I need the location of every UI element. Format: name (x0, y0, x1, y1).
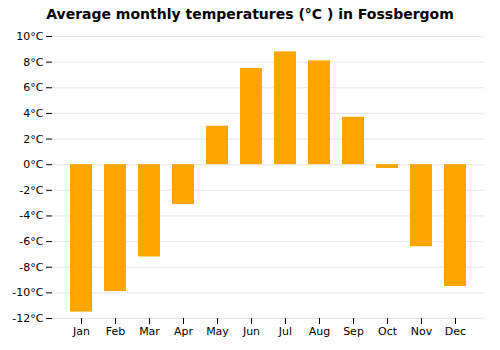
svg-text:-2°C: -2°C (19, 184, 43, 197)
svg-text:4°C: 4°C (23, 107, 43, 120)
svg-text:-10°C: -10°C (12, 286, 43, 299)
svg-text:8°C: 8°C (23, 56, 43, 69)
svg-text:0°C: 0°C (23, 158, 43, 171)
svg-text:Dec: Dec (445, 325, 466, 338)
svg-text:Jan: Jan (72, 325, 90, 338)
svg-text:Jul: Jul (278, 325, 292, 338)
svg-text:-6°C: -6°C (19, 235, 43, 248)
svg-text:-12°C: -12°C (12, 312, 43, 325)
svg-text:Mar: Mar (139, 325, 160, 338)
svg-text:6°C: 6°C (23, 81, 43, 94)
svg-text:Sep: Sep (343, 325, 364, 338)
svg-text:10°C: 10°C (16, 30, 43, 43)
svg-text:-4°C: -4°C (19, 209, 43, 222)
svg-text:Nov: Nov (411, 325, 433, 338)
svg-text:-8°C: -8°C (19, 261, 43, 274)
svg-text:May: May (206, 325, 229, 338)
svg-text:Feb: Feb (106, 325, 125, 338)
svg-text:Aug: Aug (309, 325, 330, 338)
svg-text:Oct: Oct (378, 325, 398, 338)
html-text:Average monthly temperatures (: Average monthly temperatures (°C ) in Fo… (46, 6, 454, 22)
svg-text:2°C: 2°C (23, 133, 43, 146)
svg-text:Apr: Apr (174, 325, 194, 338)
svg-text:Jun: Jun (242, 325, 260, 338)
